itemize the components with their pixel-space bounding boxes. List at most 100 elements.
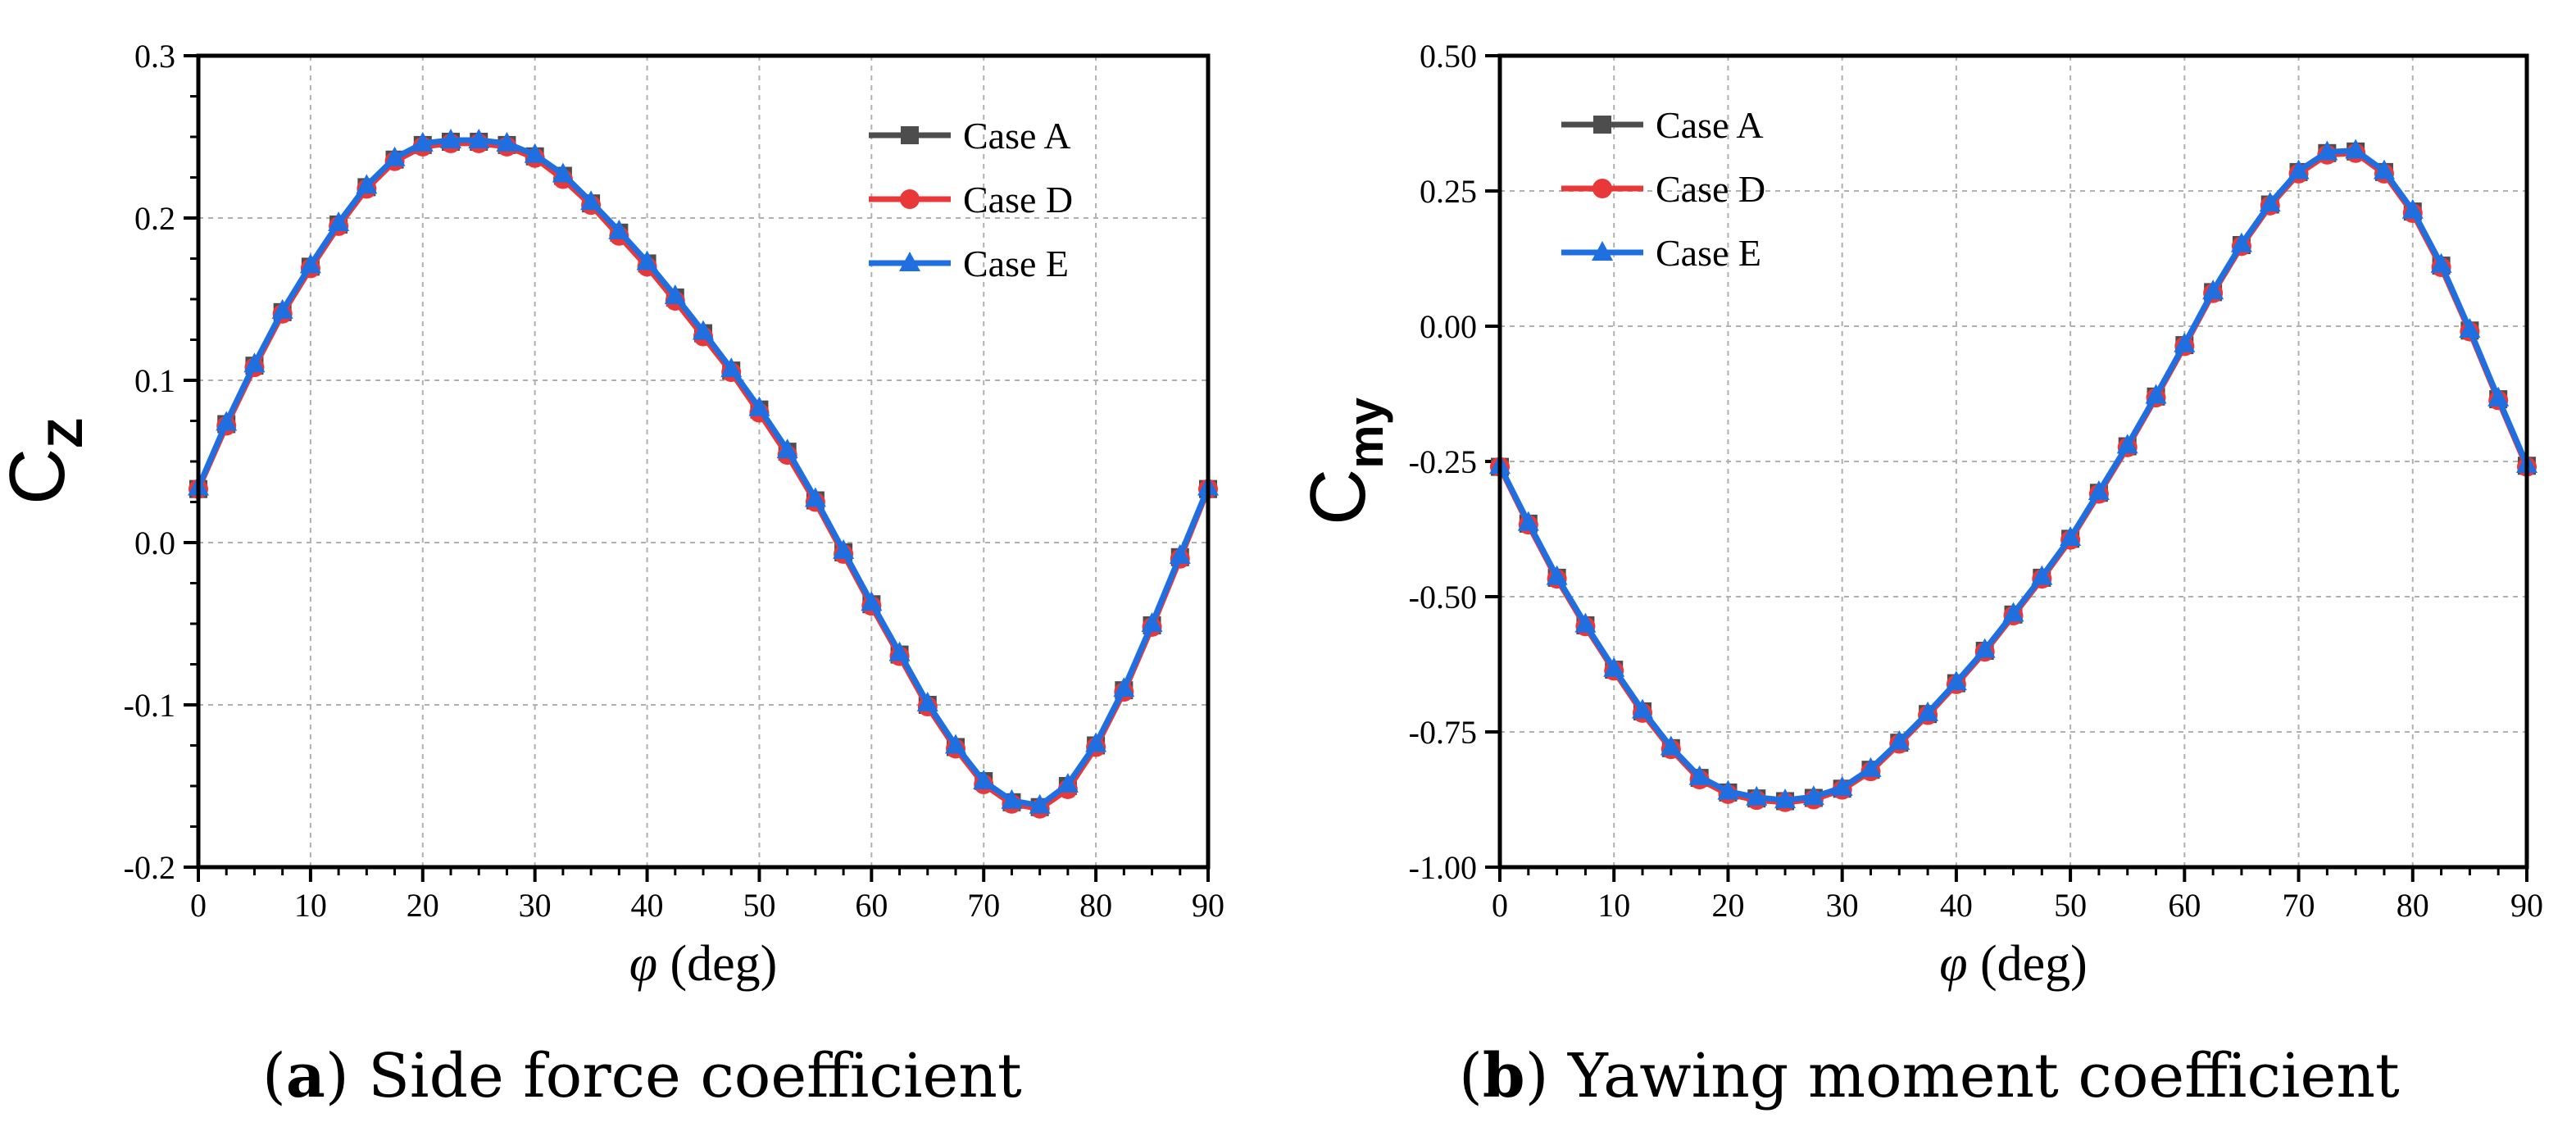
data-point <box>356 174 378 194</box>
x-tick-label: 20 <box>1711 887 1744 924</box>
data-point <box>2316 140 2338 161</box>
x-axis-label: φ (deg) <box>629 936 778 992</box>
data-point <box>1917 701 1939 721</box>
x-tick-label: 10 <box>294 887 327 924</box>
data-point <box>2288 159 2310 179</box>
data-point <box>1141 612 1163 632</box>
legend-label: Case A <box>963 115 1071 157</box>
series-case-d <box>189 133 1218 819</box>
legend: Case A Case D Case E <box>1561 104 1765 274</box>
y-tick-label: -0.1 <box>124 687 175 724</box>
data-point <box>664 284 686 305</box>
legend-marker <box>1592 179 1612 198</box>
x-axis-unit: (deg) <box>1980 936 2088 992</box>
x-tick-label: 40 <box>1940 887 1973 924</box>
data-point <box>1517 511 1539 531</box>
data-point <box>2116 434 2138 454</box>
data-point <box>384 146 406 166</box>
data-point <box>973 770 995 790</box>
legend-label: Case E <box>1656 232 1761 274</box>
data-point <box>580 190 602 211</box>
caption-a-label: a <box>285 1041 325 1111</box>
data-point <box>1603 657 1625 677</box>
legend-marker <box>1593 116 1611 134</box>
caption-a: (a) Side force coefficient <box>262 1041 1022 1111</box>
data-point <box>1632 698 1654 719</box>
plot-frame <box>1497 53 2529 870</box>
data-point <box>1001 788 1023 809</box>
data-point <box>1056 773 1079 793</box>
x-tick-label: 50 <box>2054 887 2087 924</box>
data-point <box>916 692 938 712</box>
data-point <box>1688 765 1711 785</box>
data-point <box>1574 612 1597 633</box>
data-point <box>1774 788 1797 809</box>
y-tick-label: -0.50 <box>1409 579 1477 616</box>
legend-label: Case D <box>963 179 1073 220</box>
data-point <box>328 211 350 231</box>
series-line <box>1497 148 2530 803</box>
data-point <box>888 641 911 661</box>
data-point <box>1169 543 1191 564</box>
plot-frame <box>196 53 1211 870</box>
y-tick-label: 0.1 <box>134 362 175 399</box>
data-point <box>833 538 855 559</box>
x-tick-label: 0 <box>190 887 207 924</box>
series-line <box>1497 148 2530 804</box>
data-point <box>243 352 266 373</box>
data-point <box>1746 785 1768 806</box>
data-point <box>216 411 238 431</box>
data-point <box>861 591 883 611</box>
x-tick-label: 30 <box>1826 887 1859 924</box>
data-point <box>608 219 630 239</box>
x-tick-label: 20 <box>407 887 439 924</box>
data-point <box>1660 735 1682 756</box>
data-point <box>1717 779 1739 800</box>
data-point <box>748 396 770 416</box>
data-point <box>552 162 574 183</box>
data-point <box>496 131 518 152</box>
data-point <box>2401 198 2424 219</box>
y-tick-label: -0.2 <box>124 849 175 886</box>
data-point <box>299 253 321 274</box>
series-case-e <box>188 128 1219 814</box>
y-tick-label: 0.2 <box>134 200 175 237</box>
y-axis-subscript: my <box>1338 397 1393 468</box>
series-case-e <box>1489 139 2537 809</box>
data-point <box>945 734 966 754</box>
series-line <box>195 139 1211 811</box>
y-axis-label: Cmy <box>1294 397 1393 525</box>
x-tick-label: 70 <box>2283 887 2315 924</box>
data-point <box>1113 677 1135 697</box>
legend-marker <box>901 126 919 144</box>
data-point <box>1888 729 1910 750</box>
data-point <box>720 357 743 378</box>
x-tick-label: 90 <box>2510 887 2543 924</box>
caption-b-label: b <box>1482 1041 1525 1111</box>
chart-a: 0 10 20 30 40 50 60 70 80 90 -0.2 -0.1 0.0 0.1 0.2 0.3 C… <box>0 38 1224 992</box>
x-axis-symbol: φ <box>629 936 670 992</box>
y-tick-label: 0.25 <box>1420 173 1477 210</box>
x-axis-label: φ (deg) <box>1939 936 2088 992</box>
caption-b: (b) Yawing moment coefficient <box>1459 1041 2400 1111</box>
data-point <box>524 143 546 163</box>
y-tick-label: 0.50 <box>1420 38 1477 75</box>
data-point <box>1802 785 1824 806</box>
data-point <box>804 487 826 507</box>
legend: Case A Case D Case E <box>869 115 1073 284</box>
data-point <box>1546 565 1568 585</box>
data-point <box>2345 139 2367 159</box>
x-tick-label: 40 <box>631 887 664 924</box>
data-point <box>271 298 293 319</box>
x-tick-label: 80 <box>1079 887 1112 924</box>
x-tick-label: 90 <box>1192 887 1224 924</box>
x-tick-label: 30 <box>519 887 552 924</box>
data-point <box>2002 602 2024 622</box>
data-point <box>2230 232 2252 252</box>
series-line <box>1497 150 2530 806</box>
x-tick-label: 60 <box>2168 887 2201 924</box>
data-point <box>468 128 490 148</box>
series-case-a <box>189 132 1217 816</box>
data-point <box>636 250 658 270</box>
data-point <box>2031 565 2053 585</box>
